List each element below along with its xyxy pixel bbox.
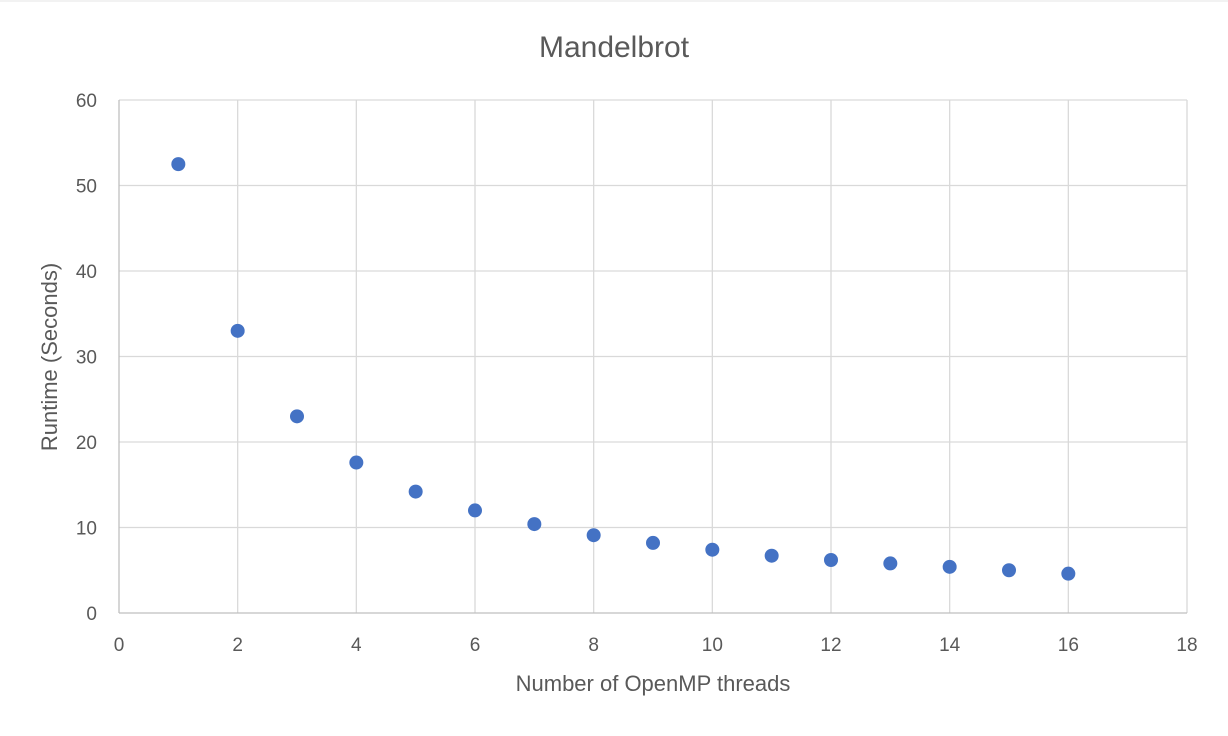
x-tick-label: 10 [702, 635, 723, 656]
data-point [527, 517, 542, 532]
data-point [646, 535, 660, 550]
x-tick-label: 2 [232, 635, 243, 656]
x-tick-label: 8 [588, 635, 599, 656]
data-point [171, 157, 186, 172]
y-tick-label: 0 [86, 604, 97, 625]
data-point [705, 542, 720, 557]
grid [119, 99, 1188, 613]
axes [118, 100, 1187, 614]
y-axis-title: Runtime (Seconds) [37, 263, 62, 451]
y-tick-label: 10 [76, 519, 97, 540]
y-tick-label: 50 [76, 177, 97, 198]
data-point [1061, 566, 1076, 581]
data-point [764, 548, 779, 563]
data-point [408, 484, 423, 499]
data-point [883, 556, 898, 571]
data-points [171, 157, 1076, 581]
x-tick-label: 14 [939, 635, 961, 656]
x-tick-label: 6 [470, 635, 481, 656]
x-tick-label: 16 [1058, 635, 1079, 656]
data-point [349, 455, 364, 470]
y-tick-label: 30 [76, 348, 97, 369]
data-point [942, 559, 957, 574]
data-point [1002, 563, 1016, 578]
y-tick-label: 20 [76, 433, 97, 454]
data-point [824, 552, 838, 567]
data-point [230, 323, 245, 338]
data-point [468, 503, 482, 518]
x-tick-label: 18 [1176, 635, 1197, 656]
x-tick-label: 0 [114, 635, 125, 656]
chart-title: Mandelbrot [539, 31, 690, 64]
x-axis-title: Number of OpenMP threads [516, 671, 791, 696]
data-point [290, 409, 304, 424]
y-tick-label: 40 [76, 262, 97, 283]
tick-labels: 0 10 20 30 40 50 60 0 2 4 6 8 10 12 14 16 18 [76, 91, 1198, 656]
x-tick-label: 12 [820, 635, 841, 656]
data-point [586, 528, 601, 543]
x-tick-label: 4 [351, 635, 362, 656]
y-tick-label: 60 [76, 91, 97, 112]
